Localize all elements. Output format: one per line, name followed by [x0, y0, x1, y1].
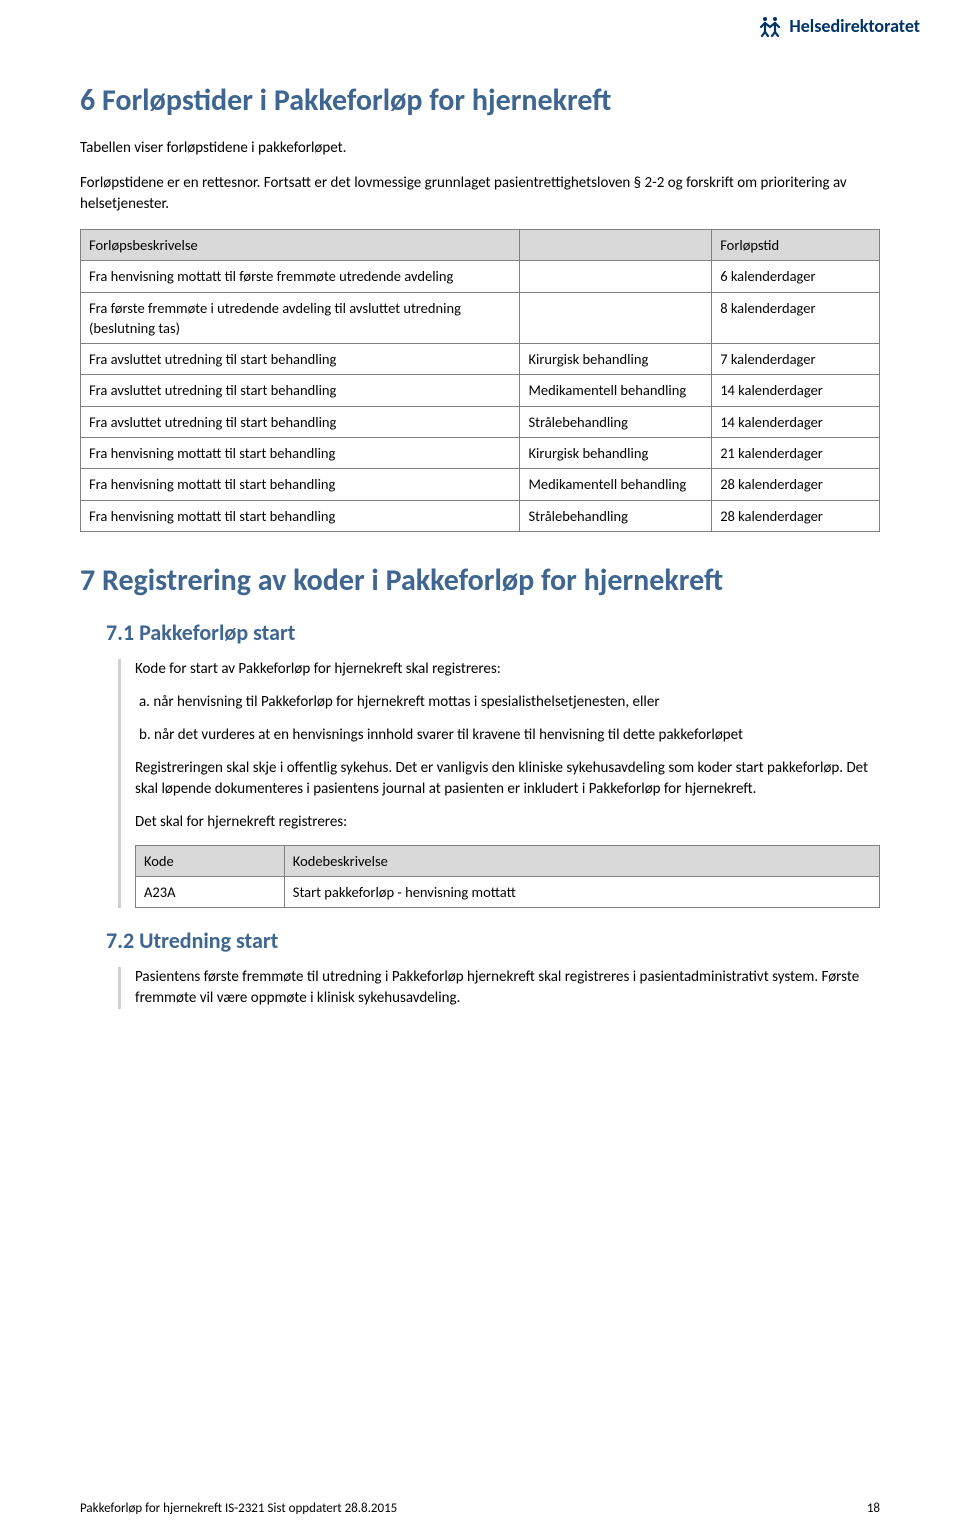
kode-row: A23A Start pakkeforløp - henvisning mott… — [136, 877, 880, 908]
block71-list-a: a. når henvisning til Pakkeforløp for hj… — [135, 692, 880, 713]
cell-tid: 28 kalenderdager — [712, 500, 880, 531]
section7-title: 7 Registrering av koder i Pakkeforløp fo… — [80, 560, 880, 602]
table-row: Fra henvisning mottatt til første fremmø… — [81, 261, 880, 292]
forlop-table: Forløpsbeskrivelse Forløpstid Fra henvis… — [80, 229, 880, 532]
cell-tid: 28 kalenderdager — [712, 469, 880, 500]
section6-intro: Tabellen viser forløpstidene i pakkeforl… — [80, 138, 880, 215]
cell-mid: Medikamentell behandling — [520, 375, 712, 406]
cell-tid: 6 kalenderdager — [712, 261, 880, 292]
cell-mid — [520, 261, 712, 292]
th-kode: Kode — [136, 845, 285, 876]
table-row: Fra avsluttet utredning til start behand… — [81, 406, 880, 437]
cell-kode: A23A — [136, 877, 285, 908]
table-row: Fra avsluttet utredning til start behand… — [81, 375, 880, 406]
table-row: Fra henvisning mottatt til start behandl… — [81, 500, 880, 531]
block72-p1: Pasientens første fremmøte til utredning… — [135, 967, 880, 1009]
brand-logo: Helsedirektoratet — [757, 14, 920, 40]
footer-page-number: 18 — [867, 1500, 880, 1518]
section6-intro-p1: Tabellen viser forløpstidene i pakkeforl… — [80, 138, 880, 159]
block-7-1: Kode for start av Pakkeforløp for hjerne… — [118, 659, 880, 909]
cell-mid: Kirurgisk behandling — [520, 438, 712, 469]
th-middle — [520, 230, 712, 261]
logo-text: Helsedirektoratet — [789, 14, 920, 39]
footer-left: Pakkeforløp for hjernekreft IS-2321 Sist… — [80, 1500, 397, 1518]
table-row: Fra første fremmøte i utredende avdeling… — [81, 292, 880, 344]
kode-table: Kode Kodebeskrivelse A23A Start pakkefor… — [135, 845, 880, 909]
cell-tid: 14 kalenderdager — [712, 375, 880, 406]
cell-desc: Fra avsluttet utredning til start behand… — [81, 375, 520, 406]
block71-list-b: b. når det vurderes at en henvisnings in… — [135, 725, 880, 746]
cell-mid: Kirurgisk behandling — [520, 344, 712, 375]
page-footer: Pakkeforløp for hjernekreft IS-2321 Sist… — [80, 1500, 880, 1518]
logo-icon — [757, 14, 783, 40]
cell-mid: Strålebehandling — [520, 406, 712, 437]
kode-header-row: Kode Kodebeskrivelse — [136, 845, 880, 876]
cell-desc: Fra henvisning mottatt til start behandl… — [81, 500, 520, 531]
th-kodebeskrivelse: Kodebeskrivelse — [284, 845, 879, 876]
cell-mid — [520, 292, 712, 344]
cell-mid: Medikamentell behandling — [520, 469, 712, 500]
cell-desc: Fra første fremmøte i utredende avdeling… — [81, 292, 520, 344]
block71-p2: Registreringen skal skje i offentlig syk… — [135, 758, 880, 800]
cell-kodebeskrivelse: Start pakkeforløp - henvisning mottatt — [284, 877, 879, 908]
table-header-row: Forløpsbeskrivelse Forløpstid — [81, 230, 880, 261]
cell-tid: 8 kalenderdager — [712, 292, 880, 344]
table-row: Fra avsluttet utredning til start behand… — [81, 344, 880, 375]
table-row: Fra henvisning mottatt til start behandl… — [81, 438, 880, 469]
cell-desc: Fra henvisning mottatt til start behandl… — [81, 469, 520, 500]
heading-7-1: 7.1 Pakkeforløp start — [80, 618, 880, 649]
heading-7-2: 7.2 Utredning start — [80, 926, 880, 957]
section6-title: 6 Forløpstider i Pakkeforløp for hjernek… — [80, 80, 880, 122]
table-row: Fra henvisning mottatt til start behandl… — [81, 469, 880, 500]
block-7-2: Pasientens første fremmøte til utredning… — [118, 967, 880, 1009]
cell-desc: Fra avsluttet utredning til start behand… — [81, 406, 520, 437]
cell-tid: 14 kalenderdager — [712, 406, 880, 437]
block71-p1: Kode for start av Pakkeforløp for hjerne… — [135, 659, 880, 680]
cell-desc: Fra henvisning mottatt til første fremmø… — [81, 261, 520, 292]
section6-intro-p2: Forløpstidene er en rettesnor. Fortsatt … — [80, 173, 880, 215]
cell-desc: Fra henvisning mottatt til start behandl… — [81, 438, 520, 469]
cell-mid: Strålebehandling — [520, 500, 712, 531]
th-forlopstid: Forløpstid — [712, 230, 880, 261]
block71-p3: Det skal for hjernekreft registreres: — [135, 812, 880, 833]
cell-tid: 7 kalenderdager — [712, 344, 880, 375]
cell-desc: Fra avsluttet utredning til start behand… — [81, 344, 520, 375]
cell-tid: 21 kalenderdager — [712, 438, 880, 469]
th-beskrivelse: Forløpsbeskrivelse — [81, 230, 520, 261]
